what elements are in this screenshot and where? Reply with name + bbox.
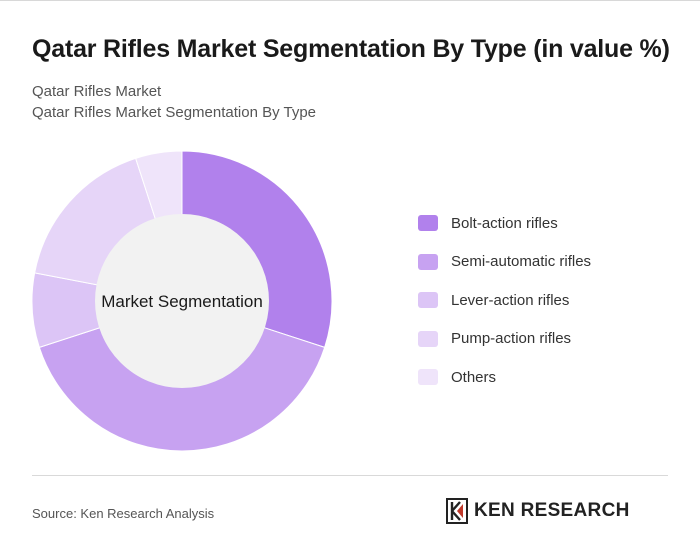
ken-research-logo-icon [446,498,468,524]
chart-subtitle-market: Qatar Rifles Market [32,83,162,100]
donut-center-hole [95,214,269,388]
legend-item-semi-automatic-rifles: Semi-automatic rifles [418,252,591,272]
legend-item-bolt-action-rifles: Bolt-action rifles [418,213,591,233]
footer-divider [32,475,668,476]
chart-legend: Bolt-action rifles Semi-automatic rifles L… [418,213,591,406]
legend-item-lever-action-rifles: Lever-action rifles [418,290,591,310]
donut-chart: Market Segmentation [31,150,333,452]
legend-swatch-bolt-action-rifles [418,215,438,231]
chart-subtitle-segmentation: Qatar Rifles Market Segmentation By Type [32,104,317,121]
legend-label-others: Others [451,368,497,386]
legend-swatch-lever-action-rifles [418,292,438,309]
ken-research-logo-text: KEN RESEARCH [474,500,630,521]
legend-label-pump-action-rifles: Pump-action rifles [451,330,572,348]
legend-label-bolt-action-rifles: Bolt-action rifles [451,214,558,232]
donut-center-label: Market Segmentation [101,292,263,311]
legend-item-others: Others [418,367,591,387]
legend-swatch-pump-action-rifles [418,330,438,347]
legend-label-semi-automatic-rifles: Semi-automatic rifles [451,253,592,271]
legend-swatch-others [418,369,438,386]
legend-item-pump-action-rifles: Pump-action rifles [418,329,591,349]
chart-title: Qatar Rifles Market Segmentation By Type… [32,35,670,63]
legend-swatch-semi-automatic-rifles [418,253,438,270]
source-note: Source: Ken Research Analysis [32,506,215,521]
legend-label-lever-action-rifles: Lever-action rifles [451,291,570,309]
ken-research-logo: KEN RESEARCH [446,498,630,524]
